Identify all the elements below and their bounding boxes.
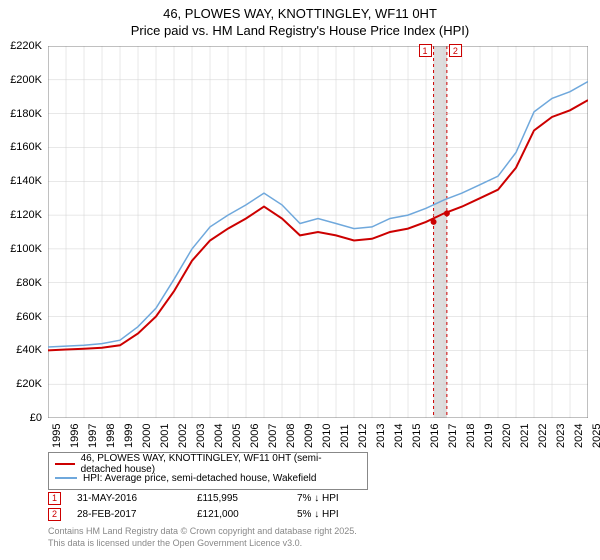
chart-container: 46, PLOWES WAY, KNOTTINGLEY, WF11 0HT Pr…	[0, 0, 600, 560]
footer-line1: Contains HM Land Registry data © Crown c…	[48, 526, 357, 538]
marker-pct: 7% ↓ HPI	[297, 493, 397, 504]
x-tick-label: 2022	[537, 424, 549, 448]
marker-table-row: 1 31-MAY-2016£115,9957% ↓ HPI	[48, 490, 397, 506]
y-tick-label: £180K	[10, 108, 42, 120]
y-tick-label: £120K	[10, 209, 42, 221]
x-tick-label: 2009	[303, 424, 315, 448]
x-tick-label: 2002	[177, 424, 189, 448]
x-tick-label: 2008	[285, 424, 297, 448]
x-tick-label: 2019	[483, 424, 495, 448]
x-tick-label: 2014	[393, 424, 405, 448]
y-axis: £0£20K£40K£60K£80K£100K£120K£140K£160K£1…	[0, 46, 44, 418]
title-line1: 46, PLOWES WAY, KNOTTINGLEY, WF11 0HT	[0, 6, 600, 21]
x-tick-label: 1997	[87, 424, 99, 448]
y-tick-label: £140K	[10, 175, 42, 187]
y-tick-label: £200K	[10, 74, 42, 86]
legend-label: HPI: Average price, semi-detached house,…	[83, 473, 316, 484]
marker-table-row: 2 28-FEB-2017£121,0005% ↓ HPI	[48, 506, 397, 522]
x-tick-label: 2018	[465, 424, 477, 448]
x-tick-label: 2015	[411, 424, 423, 448]
x-tick-label: 2025	[591, 424, 600, 448]
marker-price: £115,995	[197, 493, 297, 504]
x-tick-label: 2000	[141, 424, 153, 448]
marker-pct: 5% ↓ HPI	[297, 509, 397, 520]
y-tick-label: £160K	[10, 141, 42, 153]
legend-row: 46, PLOWES WAY, KNOTTINGLEY, WF11 0HT (s…	[55, 457, 361, 471]
x-tick-label: 1998	[105, 424, 117, 448]
x-tick-label: 2001	[159, 424, 171, 448]
y-tick-label: £20K	[16, 378, 42, 390]
y-tick-label: £60K	[16, 311, 42, 323]
marker-badge: 1	[48, 492, 61, 505]
chart-marker-badge: 2	[449, 44, 462, 57]
x-axis: 1995 1996 1997 1998 1999 2000 2001 2002 2003 2004…	[48, 420, 588, 450]
chart-svg	[48, 46, 588, 418]
footer: Contains HM Land Registry data © Crown c…	[48, 526, 357, 549]
x-tick-label: 2005	[231, 424, 243, 448]
x-tick-label: 1996	[69, 424, 81, 448]
legend-swatch	[55, 463, 75, 465]
chart-marker-badge: 1	[419, 44, 432, 57]
x-tick-label: 2023	[555, 424, 567, 448]
legend-row: HPI: Average price, semi-detached house,…	[55, 471, 361, 485]
legend: 46, PLOWES WAY, KNOTTINGLEY, WF11 0HT (s…	[48, 452, 368, 490]
x-tick-label: 2020	[501, 424, 513, 448]
y-tick-label: £100K	[10, 243, 42, 255]
marker-date: 31-MAY-2016	[77, 493, 197, 504]
x-tick-label: 2004	[213, 424, 225, 448]
x-tick-label: 2013	[375, 424, 387, 448]
title-line2: Price paid vs. HM Land Registry's House …	[0, 23, 600, 38]
x-tick-label: 2003	[195, 424, 207, 448]
x-tick-label: 2012	[357, 424, 369, 448]
x-tick-label: 2010	[321, 424, 333, 448]
x-tick-label: 2011	[339, 424, 351, 448]
x-tick-label: 2007	[267, 424, 279, 448]
y-tick-label: £0	[30, 412, 42, 424]
x-tick-label: 1999	[123, 424, 135, 448]
y-tick-label: £220K	[10, 40, 42, 52]
marker-badge: 2	[48, 508, 61, 521]
legend-swatch	[55, 477, 77, 479]
footer-line2: This data is licensed under the Open Gov…	[48, 538, 357, 550]
x-tick-label: 2006	[249, 424, 261, 448]
x-tick-label: 2024	[573, 424, 585, 448]
x-tick-label: 1995	[51, 424, 63, 448]
marker-price: £121,000	[197, 509, 297, 520]
y-tick-label: £40K	[16, 344, 42, 356]
plot-area: 12	[48, 46, 588, 418]
x-tick-label: 2016	[429, 424, 441, 448]
x-tick-label: 2021	[519, 424, 531, 448]
x-tick-label: 2017	[447, 424, 459, 448]
marker-table: 1 31-MAY-2016£115,9957% ↓ HPI 2 28-FEB-2017…	[48, 490, 397, 522]
title-block: 46, PLOWES WAY, KNOTTINGLEY, WF11 0HT Pr…	[0, 0, 600, 38]
y-tick-label: £80K	[16, 277, 42, 289]
marker-date: 28-FEB-2017	[77, 509, 197, 520]
